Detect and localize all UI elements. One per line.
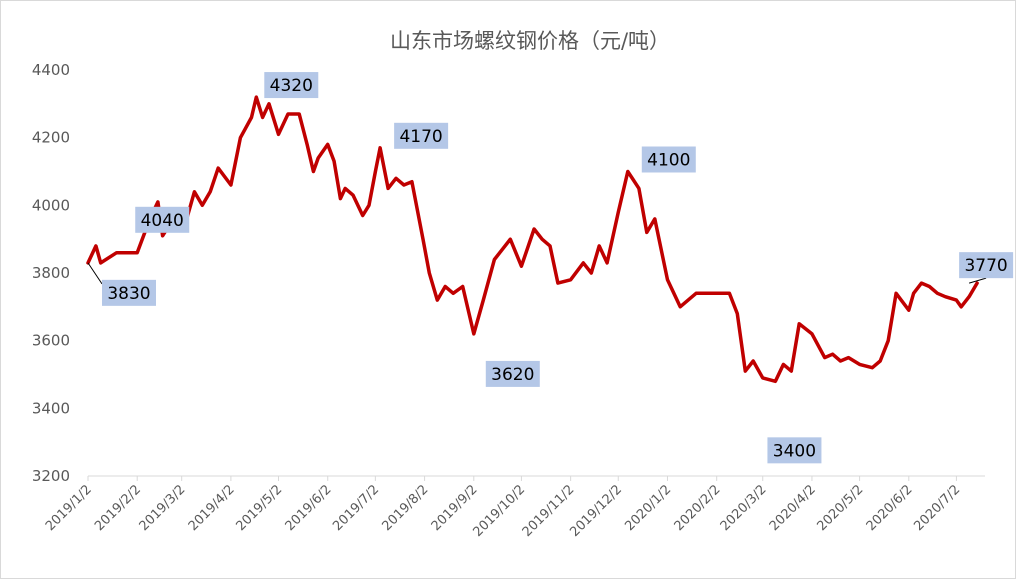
x-tick-label: 2020/3/2 [718,482,770,534]
x-tick-label: 2020/4/2 [767,482,819,534]
x-tick-label: 2019/12/2 [567,482,625,540]
data-label-box [102,279,156,306]
data-label: 4040 [141,211,184,231]
data-label: 4320 [270,76,313,96]
x-tick-label: 2020/5/2 [815,482,867,534]
label-leader-line [87,262,103,285]
price-series-line [86,95,979,384]
data-label-box [485,360,540,387]
x-tick-label: 2020/6/2 [864,482,916,534]
y-tick-label: 3400 [32,399,70,417]
y-axis: 3200 3400 3600 3800 4000 4200 4400 [32,61,70,485]
y-tick-label: 4400 [32,61,70,79]
data-label: 3400 [773,441,816,461]
x-tick-label: 2019/7/2 [330,482,382,534]
y-tick-label: 3200 [32,467,70,485]
label-leader-line [968,277,987,284]
chart-title: 山东市场螺纹钢价格（元/吨） [390,29,670,53]
y-tick-label: 4200 [32,129,70,147]
data-labels: 3830 4040 4320 4170 3620 4100 3400 3770 [87,72,1014,464]
data-label: 4100 [647,151,690,171]
x-tick-label: 2019/8/2 [380,482,432,534]
data-label: 3770 [964,256,1007,276]
plot-area [86,95,979,384]
x-tick-label: 2019/10/2 [470,482,528,540]
data-label: 3830 [107,284,150,304]
data-label-box [767,437,822,464]
data-label-box [959,252,1014,279]
x-tick-label: 2020/2/2 [672,482,724,534]
x-tick-label: 2019/5/2 [233,482,285,534]
data-label-box [264,72,319,99]
data-label: 3620 [491,365,534,385]
data-label-box [641,146,696,173]
x-tick-label: 2019/1/2 [43,482,95,534]
y-tick-label: 3600 [32,332,70,350]
x-tick-label: 2020/7/2 [911,482,963,534]
data-label-box [394,122,449,149]
x-tick-label: 2019/2/2 [92,482,144,534]
x-axis: 2019/1/22019/2/22019/3/22019/4/22019/5/2… [43,475,985,540]
data-label: 4170 [399,127,442,147]
x-tick-label: 2019/4/2 [186,482,238,534]
x-tick-label: 2019/6/2 [283,482,335,534]
y-tick-label: 4000 [32,196,70,214]
data-label-box [135,206,190,233]
x-tick-label: 2020/1/2 [622,482,674,534]
y-tick-label: 3800 [32,264,70,282]
x-tick-label: 2019/3/2 [137,482,189,534]
